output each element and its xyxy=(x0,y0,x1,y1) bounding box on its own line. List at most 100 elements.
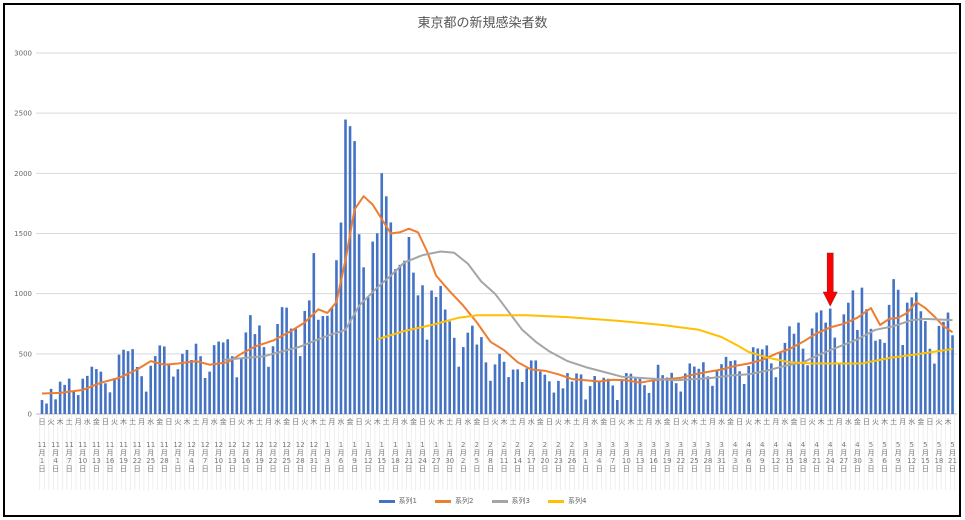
x-date-label: 2月14日 xyxy=(513,441,523,473)
legend-swatch xyxy=(435,499,452,503)
bar-series1 xyxy=(362,267,365,414)
bar-series1 xyxy=(443,309,447,414)
x-date-label: 3月1日 xyxy=(582,441,590,473)
x-date-label: 11月16日 xyxy=(105,441,115,473)
bar-series1 xyxy=(416,295,420,414)
x-weekday-label: 木 xyxy=(437,418,445,426)
x-date-label: 5月21日 xyxy=(948,441,957,473)
x-date-label: 1月18日 xyxy=(390,441,400,473)
bar-series1 xyxy=(45,403,48,414)
bar-series1 xyxy=(742,384,746,414)
bar-series1 xyxy=(471,325,474,414)
x-date-label: 12月7日 xyxy=(200,441,210,473)
x-date-label: 2月2日 xyxy=(459,441,467,473)
bar-series1 xyxy=(520,381,524,414)
bar-series1 xyxy=(276,323,279,414)
bar-series1 xyxy=(566,373,569,414)
bar-series1 xyxy=(235,377,239,414)
bar-series1 xyxy=(539,371,542,414)
bar-series1 xyxy=(289,328,293,414)
x-weekday-label: 日 xyxy=(736,418,744,426)
bar-series1 xyxy=(167,363,171,414)
bar-series1 xyxy=(185,349,189,414)
y-tick-label: 1500 xyxy=(14,230,32,238)
bar-series1 xyxy=(724,356,728,414)
bar-series1 xyxy=(113,378,116,414)
bar-series1 xyxy=(783,342,787,414)
bar-series1 xyxy=(765,345,769,414)
bar-series1 xyxy=(99,371,103,414)
x-weekday-label: 火 xyxy=(681,418,689,426)
bar-series1 xyxy=(375,233,379,414)
x-weekday-label: 月 xyxy=(138,418,146,426)
x-date-label: 11月1日 xyxy=(37,441,47,473)
x-weekday-label: 木 xyxy=(183,418,191,426)
line-series4 xyxy=(376,314,953,365)
bar-series1 xyxy=(199,356,202,414)
bar-series1 xyxy=(905,302,909,414)
y-tick-label: 1000 xyxy=(14,290,32,298)
legend-item-series4: 系列4 xyxy=(547,496,586,506)
bar-series1 xyxy=(63,384,66,414)
bar-series1 xyxy=(366,297,370,414)
x-weekday-label: 月 xyxy=(772,418,780,426)
bar-series1 xyxy=(529,360,533,414)
bar-series1 xyxy=(403,260,406,414)
x-date-label: 3月16日 xyxy=(649,441,658,473)
bar-series1 xyxy=(298,356,302,414)
bar-series1 xyxy=(729,361,732,414)
bar-series1 xyxy=(511,369,515,414)
x-weekday-label: 金 xyxy=(536,418,544,426)
bar-series1 xyxy=(108,392,112,414)
bar-series1 xyxy=(670,372,673,414)
x-weekday-label: 月 xyxy=(582,418,590,426)
x-weekday-label: 木 xyxy=(246,418,254,426)
bar-series1 xyxy=(693,366,696,414)
bar-series1 xyxy=(335,260,338,414)
bar-series1 xyxy=(788,326,791,414)
x-weekday-label: 水 xyxy=(400,418,408,426)
bar-series1 xyxy=(226,339,230,414)
x-date-label: 1月3日 xyxy=(323,441,331,473)
bar-series1 xyxy=(230,356,234,414)
x-date-label: 3月4日 xyxy=(595,441,603,473)
bar-series1 xyxy=(638,378,642,414)
x-date-label: 11月28日 xyxy=(159,441,169,473)
bar-series1 xyxy=(674,383,678,414)
bar-series1 xyxy=(801,348,805,414)
bar-series1 xyxy=(661,375,664,414)
x-date-label: 4月24日 xyxy=(825,441,835,473)
x-weekday-label: 火 xyxy=(47,418,55,426)
x-weekday-label: 月 xyxy=(265,418,272,426)
x-date-label: 1月6日 xyxy=(337,441,345,473)
legend-swatch xyxy=(491,499,508,503)
bar-series1 xyxy=(756,348,760,414)
x-weekday-label: 日 xyxy=(672,418,680,426)
bar-series1 xyxy=(606,378,610,414)
bar-series1 xyxy=(937,325,941,414)
bar-series1 xyxy=(611,385,615,414)
x-weekday-label: 月 xyxy=(74,418,82,426)
bar-series1 xyxy=(575,373,578,414)
x-weekday-label: 水 xyxy=(210,418,218,426)
x-weekday-label: 土 xyxy=(65,418,73,426)
bar-series1 xyxy=(140,376,143,414)
x-weekday-label: 水 xyxy=(527,418,535,426)
bar-series1 xyxy=(706,376,710,414)
bar-series1 xyxy=(412,272,415,414)
bar-series1 xyxy=(946,312,950,414)
legend-label: 系列1 xyxy=(398,497,418,505)
x-weekday-label: 火 xyxy=(808,418,816,426)
bar-series1 xyxy=(330,307,334,414)
x-weekday-label: 水 xyxy=(591,418,599,426)
bar-series1 xyxy=(203,378,207,414)
bar-series1 xyxy=(733,360,737,414)
x-date-label: 1月30日 xyxy=(445,441,455,473)
x-weekday-label: 火 xyxy=(872,418,880,426)
x-date-label: 1月21日 xyxy=(404,441,414,473)
bar-series1 xyxy=(896,289,900,414)
x-weekday-label: 日 xyxy=(799,418,807,426)
x-weekday-label: 金 xyxy=(156,418,164,426)
bar-series1 xyxy=(40,400,44,414)
bar-series1 xyxy=(122,349,125,414)
